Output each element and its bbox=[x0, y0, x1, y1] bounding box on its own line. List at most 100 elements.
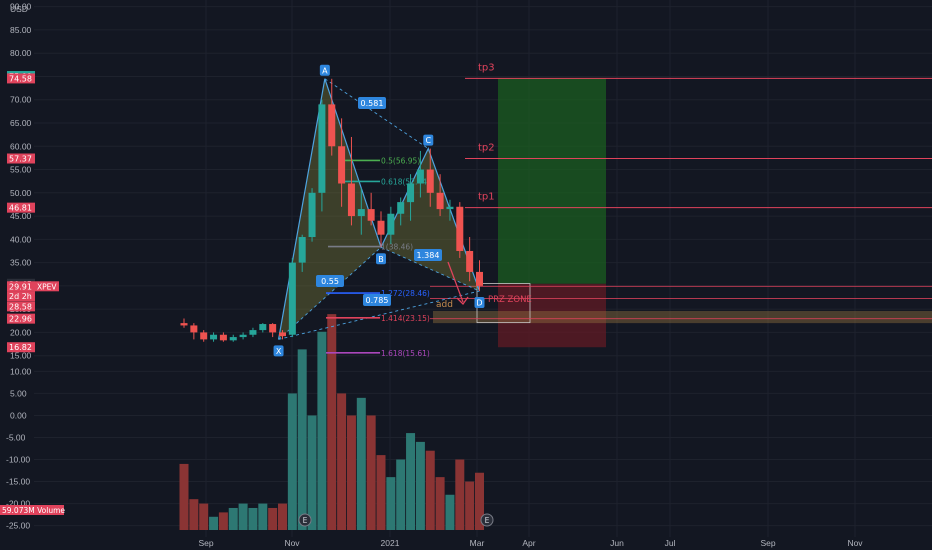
x-axis-label: Sep bbox=[198, 538, 213, 548]
pattern-point-label: B bbox=[378, 255, 384, 264]
volume-bar bbox=[376, 455, 386, 530]
leg-ratio-label: 1.384 bbox=[417, 251, 440, 260]
candle-body bbox=[466, 250, 474, 272]
price-badge bbox=[7, 202, 35, 213]
x-axis-label: Jul bbox=[665, 538, 676, 548]
price-badge-text: 16.82 bbox=[9, 343, 32, 352]
price-badge bbox=[7, 342, 35, 353]
pattern-point-A bbox=[319, 64, 330, 76]
candle-body bbox=[210, 334, 218, 340]
price-badge-text: 22.96 bbox=[9, 315, 32, 324]
profit-zone bbox=[498, 78, 606, 284]
earnings-event-icon[interactable] bbox=[480, 513, 494, 527]
volume-bar bbox=[297, 349, 307, 530]
fib-level-label: 0.618(52.44) bbox=[381, 177, 430, 186]
y-axis-background bbox=[0, 0, 34, 550]
pattern-ratio-line bbox=[324, 78, 429, 149]
price-badge bbox=[7, 301, 35, 312]
price-tick-label: 35.00 bbox=[10, 258, 32, 268]
price-badge bbox=[7, 313, 35, 324]
x-axis-label: Jun bbox=[610, 538, 624, 548]
price-badge bbox=[7, 73, 35, 84]
prz-label: PRZ ZONE bbox=[488, 295, 532, 305]
x-axis[interactable]: Sep Nov 2021 Mar Apr Jun Jul Sep Nov bbox=[34, 537, 932, 550]
volume-bar bbox=[435, 477, 445, 530]
pattern-point-label: C bbox=[425, 136, 431, 145]
candle-body bbox=[377, 220, 385, 235]
leg-ratio-label: 0.785 bbox=[366, 296, 389, 305]
leg-ratio-badge bbox=[358, 97, 386, 109]
earnings-event-icon[interactable] bbox=[298, 513, 312, 527]
candle-body bbox=[239, 334, 247, 338]
candle-body bbox=[357, 209, 365, 217]
volume-bar bbox=[179, 463, 189, 530]
candle-body bbox=[426, 169, 434, 193]
target-zones: tp3 tp2 tp1 bbox=[430, 62, 932, 348]
volume-bar bbox=[366, 415, 376, 530]
candle-body bbox=[328, 104, 336, 147]
candle-body bbox=[318, 104, 326, 193]
fib-level-label: 1.618(15.61) bbox=[381, 349, 430, 358]
candle-body bbox=[397, 202, 405, 214]
candle-body bbox=[446, 206, 454, 210]
volume-bar bbox=[356, 397, 366, 530]
volume-badge bbox=[0, 505, 64, 515]
candle-body bbox=[180, 323, 188, 326]
target-label-tp3: tp3 bbox=[478, 62, 495, 73]
price-tick-label: 50.00 bbox=[10, 188, 32, 198]
volume-tick-label: 0.00 bbox=[10, 410, 27, 420]
price-badge-text: 29.91 bbox=[9, 282, 32, 291]
x-axis-label: 2021 bbox=[381, 538, 400, 548]
candle-body bbox=[229, 337, 237, 341]
candle-body bbox=[269, 324, 277, 333]
symbol-tag-text: XPEV bbox=[37, 282, 57, 291]
x-axis-label: Nov bbox=[284, 538, 300, 548]
price-tick-label: 65.00 bbox=[10, 118, 32, 128]
volume-tick-label: -15.00 bbox=[6, 477, 30, 487]
price-tick-label: 55.00 bbox=[10, 165, 32, 175]
candle-body bbox=[407, 183, 415, 203]
volume-bar bbox=[425, 450, 435, 530]
volume-bar bbox=[386, 477, 396, 530]
pattern-point-label: D bbox=[476, 299, 482, 308]
volume-tick-label: 10.00 bbox=[10, 366, 32, 376]
candle-body bbox=[476, 271, 483, 286]
price-badge-text: 57.37 bbox=[9, 155, 32, 164]
candle-body bbox=[298, 237, 306, 263]
volume-tick-label: -10.00 bbox=[6, 455, 30, 465]
price-tick-label: 85.00 bbox=[10, 25, 32, 35]
price-badge bbox=[7, 153, 35, 164]
pattern-point-C bbox=[423, 134, 434, 146]
price-tick-label: 80.00 bbox=[10, 48, 32, 58]
candle-body bbox=[367, 209, 375, 221]
add-label: add bbox=[436, 300, 453, 310]
loss-zone bbox=[498, 283, 606, 348]
y-axis[interactable]: USD90.0085.0080.0075.0070.0065.0060.0055… bbox=[0, 0, 65, 550]
price-tick-label: 45.00 bbox=[10, 211, 32, 221]
volume-bar bbox=[327, 314, 337, 530]
pattern-point-label: A bbox=[322, 66, 328, 75]
price-tick-label: 60.00 bbox=[10, 141, 32, 151]
volume-bar bbox=[258, 503, 268, 530]
candle-body bbox=[279, 332, 286, 337]
bcd-triangle bbox=[381, 148, 480, 292]
price-badge-text: 46.81 bbox=[9, 204, 32, 213]
target-label-tp2: tp2 bbox=[478, 143, 495, 154]
x-axis-label: Sep bbox=[760, 538, 775, 548]
leg-ratio-badge bbox=[316, 275, 344, 287]
direction-arrow-line bbox=[447, 261, 464, 303]
volume-bar bbox=[475, 472, 484, 530]
volume-bar bbox=[218, 512, 228, 530]
candle-body bbox=[347, 183, 355, 217]
fib-level-label: 1.272(28.46) bbox=[381, 289, 430, 298]
leg-ratio-label: 0.581 bbox=[361, 99, 384, 108]
candle-body bbox=[456, 206, 464, 251]
volume-bar bbox=[337, 393, 347, 530]
price-tick-label: 40.00 bbox=[10, 234, 32, 244]
prz-band bbox=[433, 311, 932, 324]
target-label-tp1: tp1 bbox=[478, 192, 495, 203]
volume-bar bbox=[406, 433, 416, 530]
volume-bar bbox=[199, 503, 209, 530]
candle-body bbox=[416, 169, 424, 184]
